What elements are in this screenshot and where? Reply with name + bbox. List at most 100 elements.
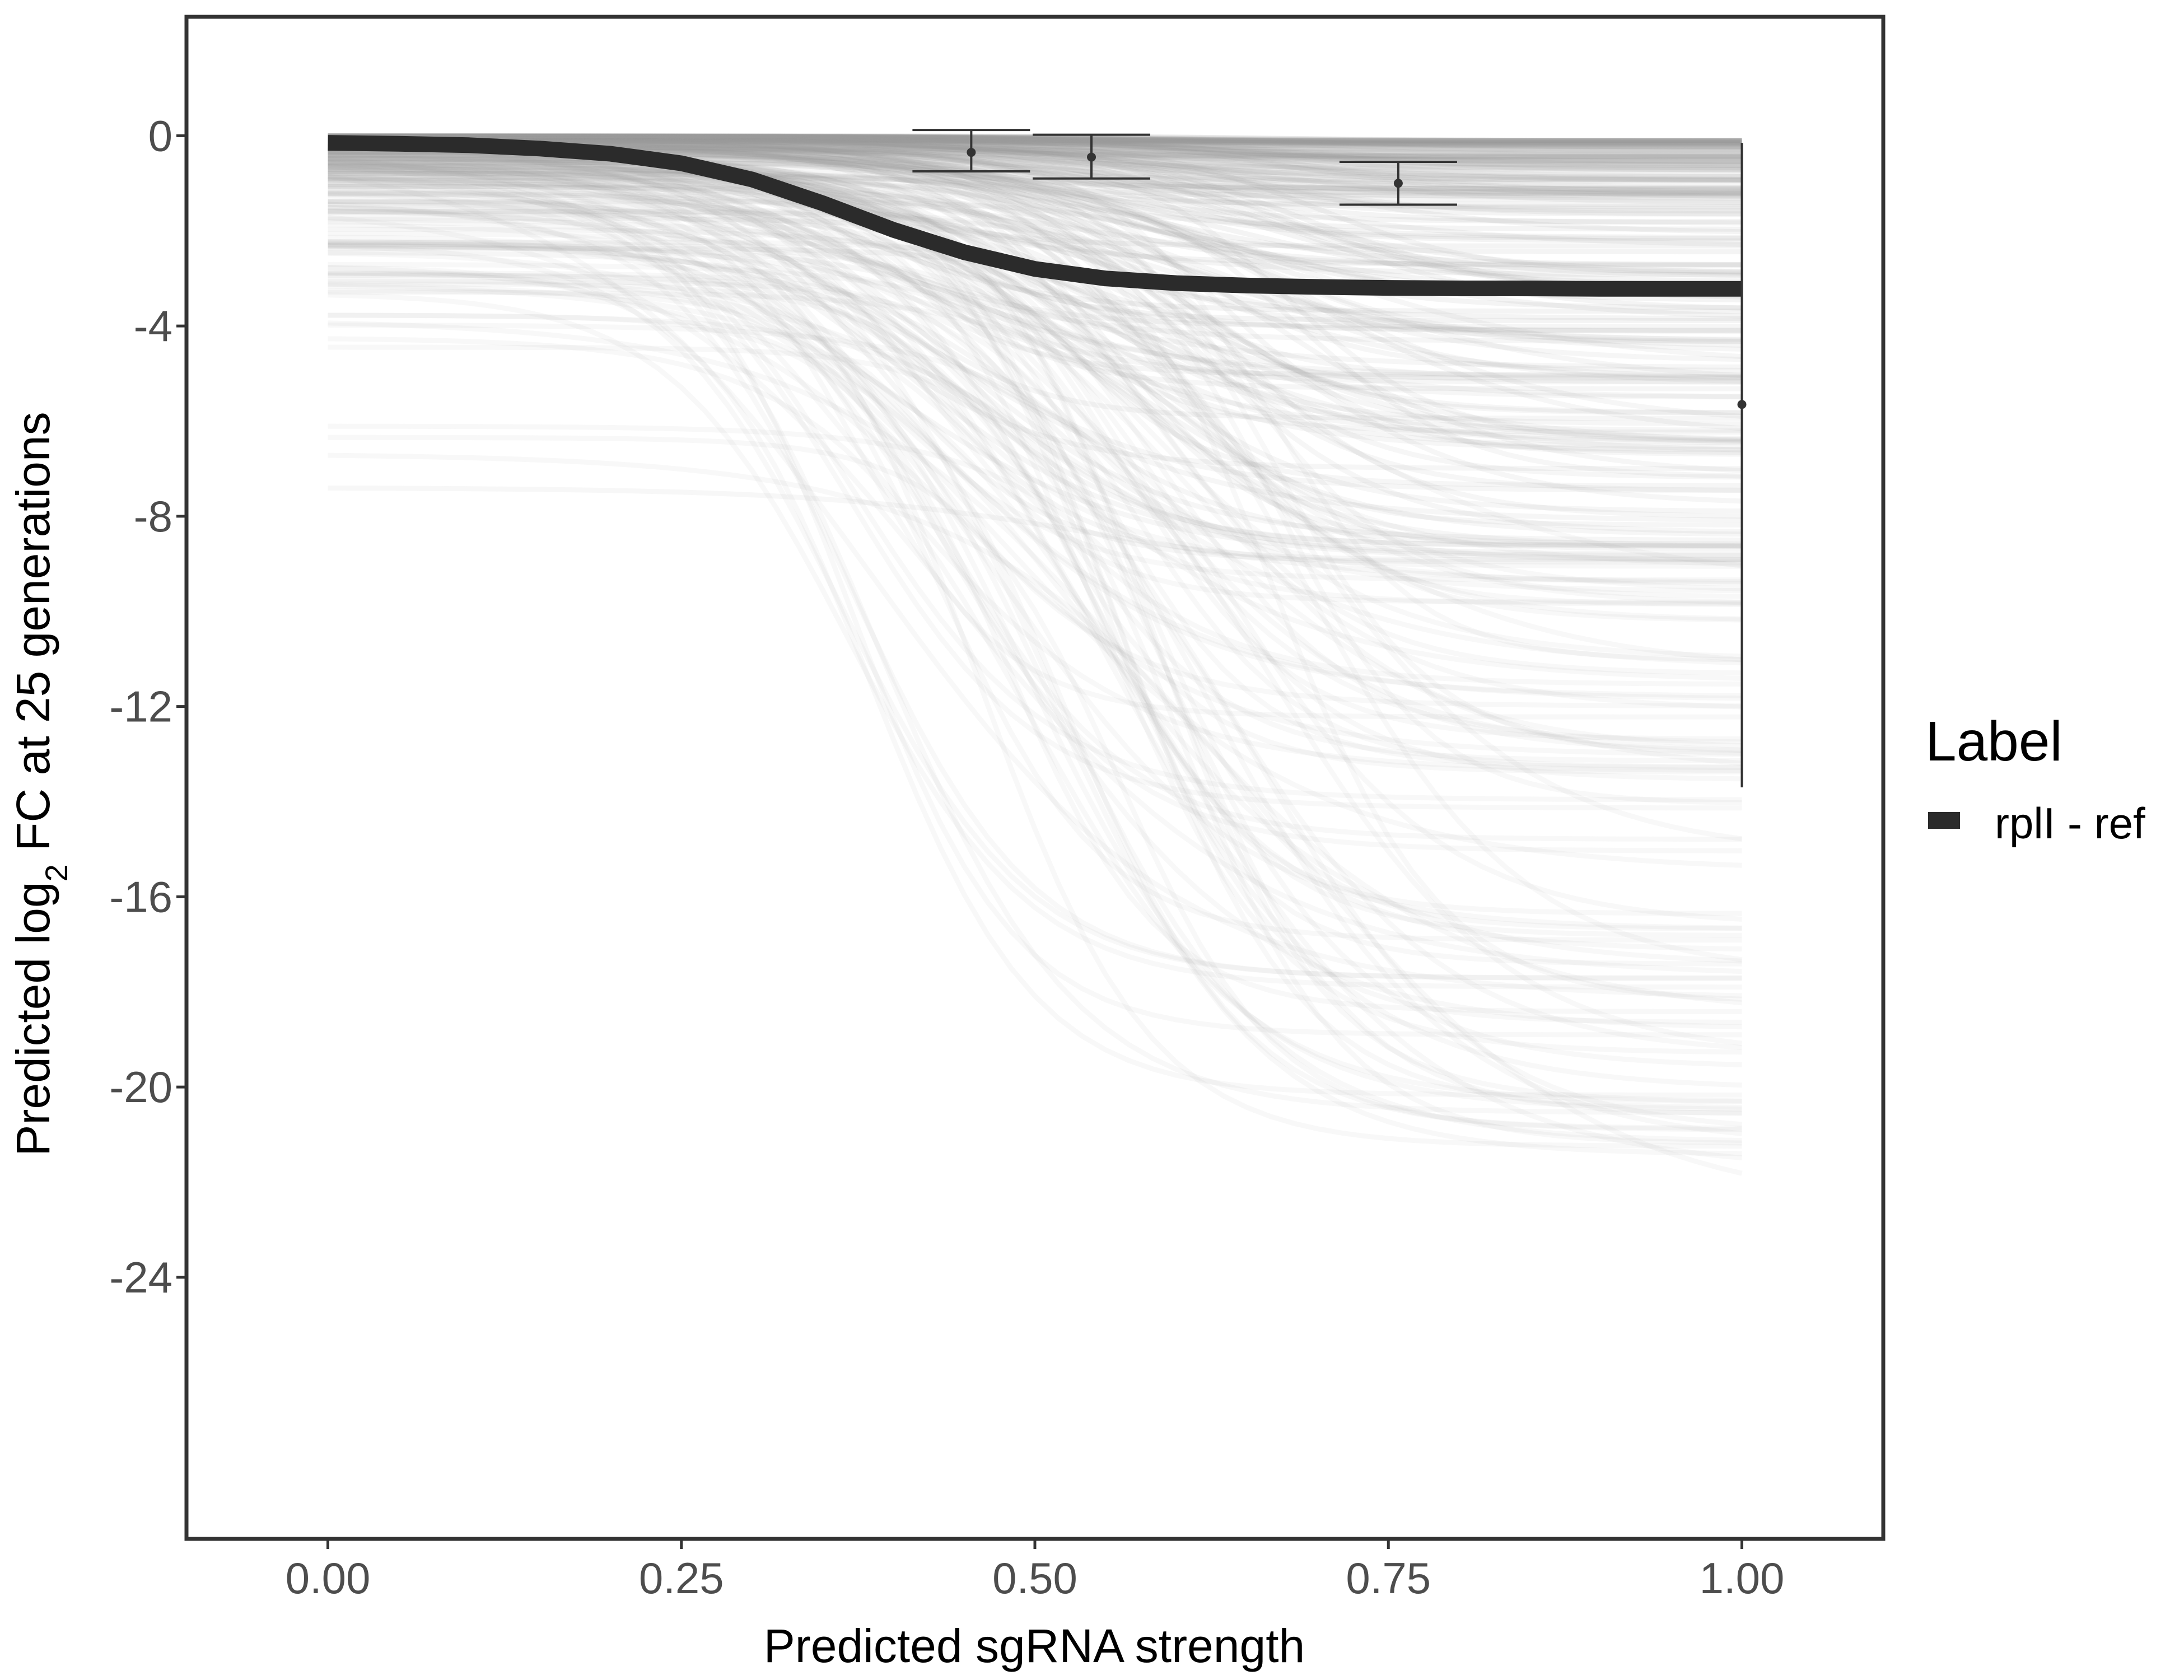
background-curve	[328, 168, 1742, 377]
background-curve	[328, 133, 1742, 143]
background-curve	[328, 137, 1742, 167]
background-curve	[328, 242, 1742, 549]
background-curve	[328, 138, 1742, 293]
background-curve	[328, 202, 1742, 1149]
background-curve	[328, 134, 1742, 161]
background-curve	[328, 136, 1742, 170]
background-curve	[328, 161, 1742, 381]
background-curve	[328, 160, 1742, 284]
background-curve	[328, 157, 1742, 773]
background-curve	[328, 161, 1742, 698]
background-curve	[328, 133, 1742, 143]
background-curve	[328, 133, 1742, 143]
background-curve	[328, 141, 1742, 379]
background-curve	[328, 184, 1742, 362]
background-curve	[328, 160, 1742, 681]
background-curve	[328, 322, 1743, 1046]
background-curve	[328, 134, 1742, 143]
background-curve	[328, 270, 1742, 666]
background-curve	[328, 147, 1742, 569]
background-curve	[328, 134, 1742, 161]
background-curve	[328, 134, 1742, 172]
background-curve	[328, 199, 1742, 563]
legend-title: Label	[1925, 710, 2062, 773]
background-curve	[328, 312, 1742, 1014]
background-curve	[328, 171, 1742, 552]
y-tick-label: -16	[109, 872, 172, 921]
background-curve	[328, 176, 1742, 452]
background-curve	[328, 174, 1742, 802]
background-curve	[328, 281, 1742, 938]
background-curve	[328, 156, 1743, 842]
background-curve	[328, 141, 1742, 385]
x-tick-label: 0.50	[992, 1553, 1077, 1603]
background-curve	[328, 134, 1742, 165]
background-curve	[328, 135, 1742, 151]
background-curve	[328, 205, 1742, 981]
background-curve	[328, 135, 1742, 146]
background-curve	[328, 166, 1743, 963]
y-axis-title-suffix: FC at 25 generations	[7, 412, 59, 864]
background-curve	[328, 136, 1742, 172]
legend-key-rplI-ref	[1928, 812, 1960, 829]
y-axis-title-subscript: 2	[39, 864, 74, 881]
background-curve	[328, 320, 1742, 1006]
background-curve	[328, 139, 1742, 276]
background-curve	[328, 170, 1742, 753]
background-curve	[328, 134, 1742, 160]
background-curve	[328, 199, 1742, 445]
background-curve	[328, 134, 1742, 156]
x-tick-label: 0.25	[639, 1553, 724, 1603]
background-curve	[328, 265, 1742, 757]
background-curve	[328, 344, 1742, 1146]
background-curve	[328, 164, 1742, 749]
background-curve	[328, 136, 1742, 159]
background-curve	[328, 152, 1742, 606]
background-curve	[328, 137, 1742, 165]
background-curve	[328, 134, 1742, 153]
background-curve	[328, 191, 1742, 774]
background-curve	[328, 134, 1742, 144]
y-tick-label: 0	[148, 111, 172, 160]
background-curve	[328, 189, 1742, 771]
background-curve	[328, 136, 1742, 209]
background-curve	[327, 174, 1742, 998]
main-curve-rplI-ref	[328, 135, 1742, 297]
background-curve	[328, 186, 1742, 329]
background-curve	[328, 133, 1742, 146]
background-curve	[328, 152, 1742, 565]
background-curve	[328, 138, 1742, 183]
background-curve	[328, 135, 1742, 203]
background-curve	[328, 209, 1742, 384]
background-curve	[328, 136, 1742, 148]
background-curve	[328, 138, 1742, 183]
background-curve	[328, 217, 1742, 568]
error-bar-0-point	[967, 148, 976, 157]
background-curve	[328, 156, 1742, 753]
background-curve	[328, 134, 1742, 153]
background-curve	[328, 204, 1742, 586]
background-curve	[328, 191, 1742, 811]
error-bar-2-point	[1393, 179, 1403, 188]
background-curve	[328, 134, 1742, 182]
background-curve	[328, 279, 1742, 769]
background-curve	[328, 169, 1742, 443]
background-curve	[328, 184, 1742, 782]
background-curve	[328, 239, 1742, 583]
y-tick-label: -20	[109, 1062, 172, 1112]
background-curve	[328, 423, 1742, 1127]
background-curve	[328, 156, 1742, 473]
background-curve	[328, 133, 1742, 143]
y-tick-label: -8	[134, 492, 172, 541]
background-curve	[328, 134, 1742, 153]
background-curve	[328, 166, 1742, 344]
background-curve	[328, 240, 1742, 662]
background-curve	[328, 486, 1742, 585]
background-curve	[328, 164, 1742, 562]
background-curve	[328, 277, 1742, 1156]
y-tick-label: -4	[134, 301, 172, 351]
background-curve	[328, 282, 1742, 1161]
background-curve	[328, 169, 1742, 267]
background-curve	[328, 178, 1742, 952]
